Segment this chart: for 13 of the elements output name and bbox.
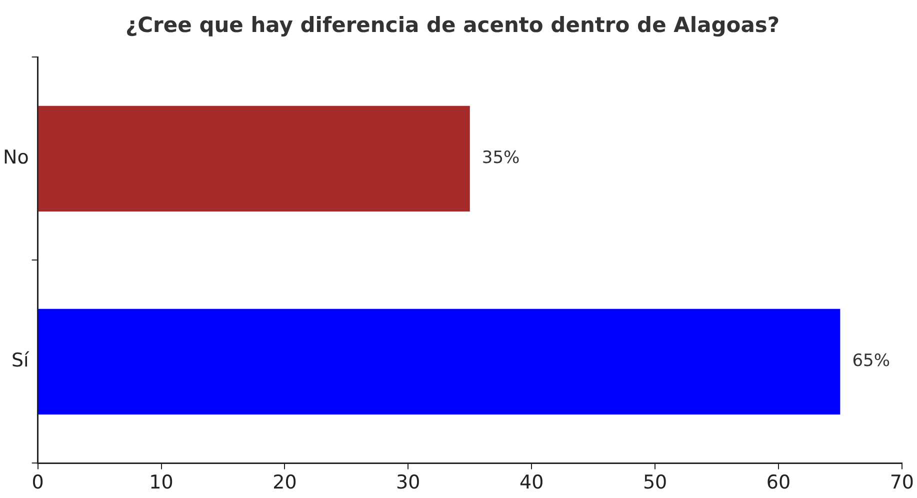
chart-title: ¿Cree que hay diferencia de acento dentro de Alagoas? [125,13,780,38]
x-tick-label: 20 [272,472,297,494]
y-tick-label: No [2,146,29,169]
x-tick-label: 30 [396,472,420,494]
data-label: 65% [852,351,890,372]
data-label: 35% [482,148,520,168]
x-tick-label: 40 [520,472,544,494]
x-tick-label: 60 [766,472,791,494]
x-tick-label: 10 [149,472,174,494]
x-tick-label: 70 [890,472,914,494]
x-tick-label: 0 [32,472,44,494]
x-tick-label: 50 [642,472,668,494]
y-tick-label: Sí [11,350,30,372]
